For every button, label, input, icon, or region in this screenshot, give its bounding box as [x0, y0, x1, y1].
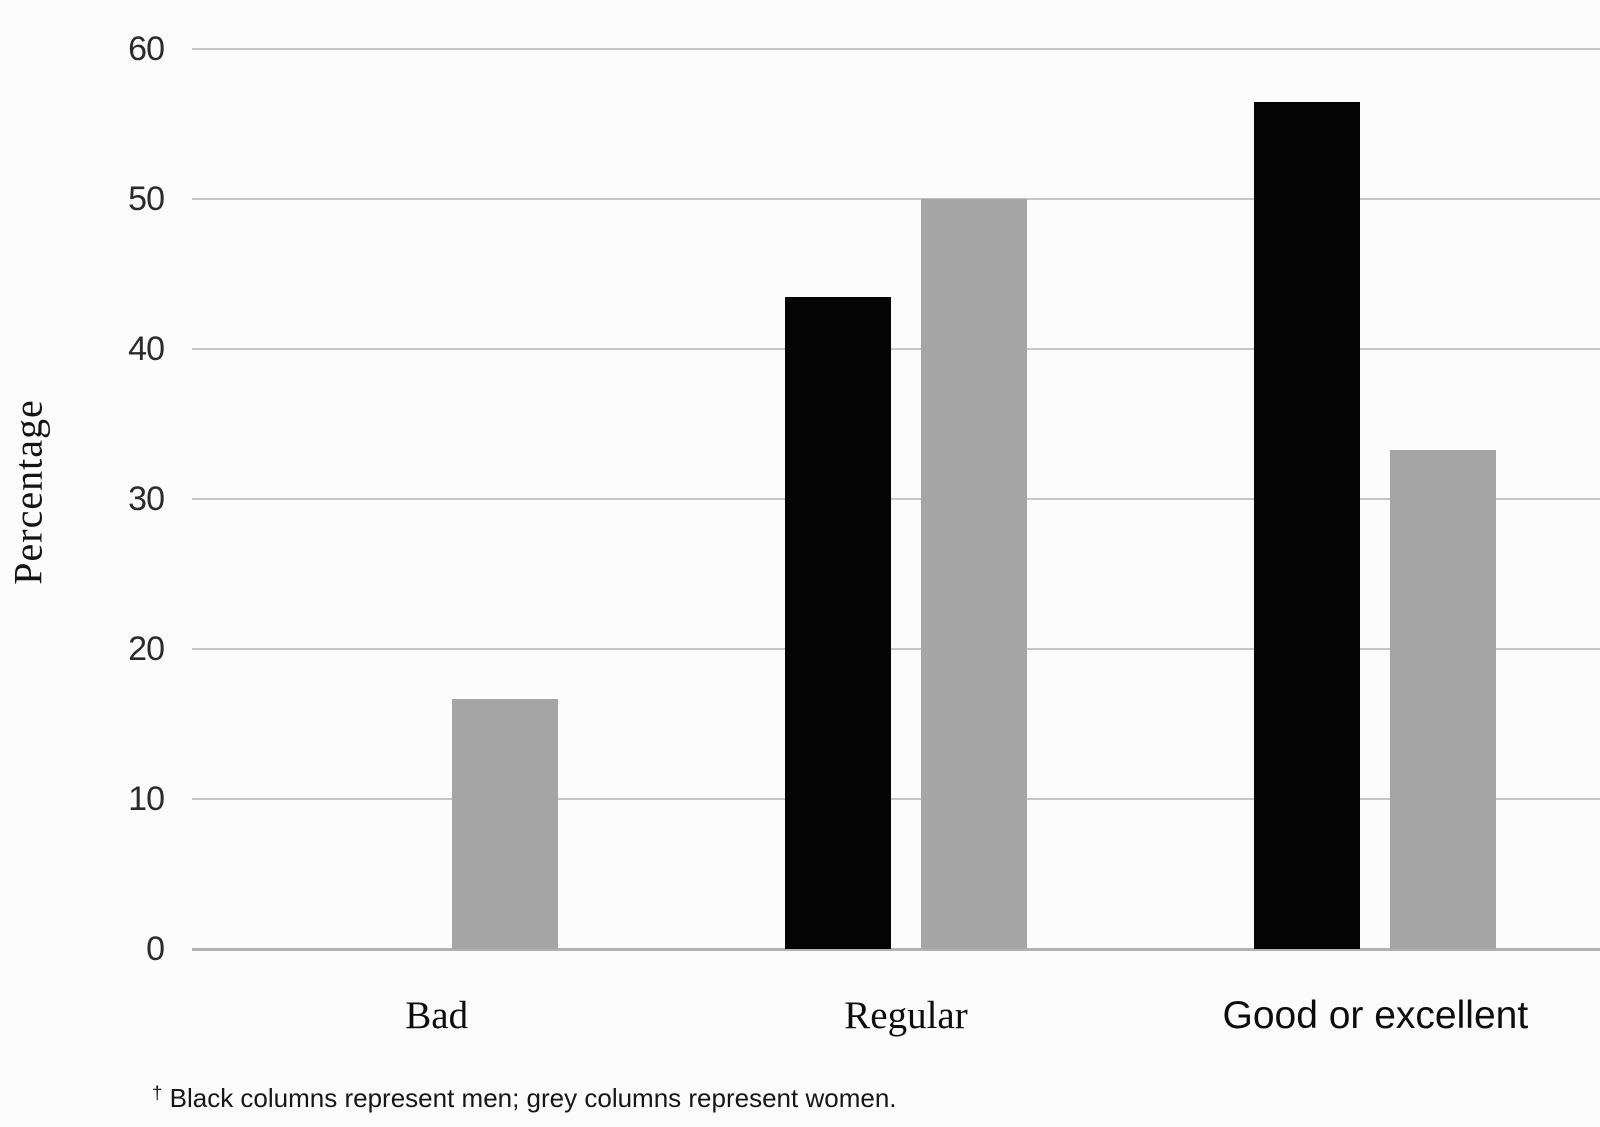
bar-women-regular [921, 199, 1027, 949]
footnote-dagger-symbol: † [152, 1082, 163, 1104]
plot-area [192, 48, 1600, 951]
gridline-40 [192, 348, 1600, 350]
y-tick-10: 10 [128, 780, 165, 818]
y-tick-30: 30 [128, 480, 165, 518]
gridline-60 [192, 48, 1600, 50]
gridline-0 [192, 948, 1600, 951]
y-tick-50: 50 [128, 180, 165, 218]
gridline-30 [192, 498, 1600, 500]
x-label-bad: Bad [405, 994, 469, 1037]
footnote-text: Black columns represent men; grey column… [162, 1083, 897, 1113]
x-axis-label-layer: Bad Regular Good or excellent [192, 992, 1600, 1044]
y-tick-20: 20 [128, 630, 165, 668]
bar-men-regular [785, 296, 891, 949]
bar-women-bad [451, 698, 558, 949]
gridline-20 [192, 648, 1600, 650]
bar-men-good-or-excellent [1254, 101, 1361, 949]
bar-women-good-or-excellent [1390, 449, 1497, 949]
gridline-50 [192, 198, 1600, 200]
y-axis-tick-layer: 0 10 20 30 40 50 60 [0, 30, 172, 968]
y-tick-0: 0 [146, 930, 165, 968]
x-label-good-or-excellent: Good or excellent [1222, 994, 1529, 1037]
chart-footnote: † Black columns represent men; grey colu… [152, 1082, 897, 1114]
y-tick-60: 60 [128, 30, 165, 68]
y-tick-40: 40 [128, 330, 165, 368]
x-label-regular: Regular [844, 994, 968, 1037]
gridline-10 [192, 798, 1600, 800]
